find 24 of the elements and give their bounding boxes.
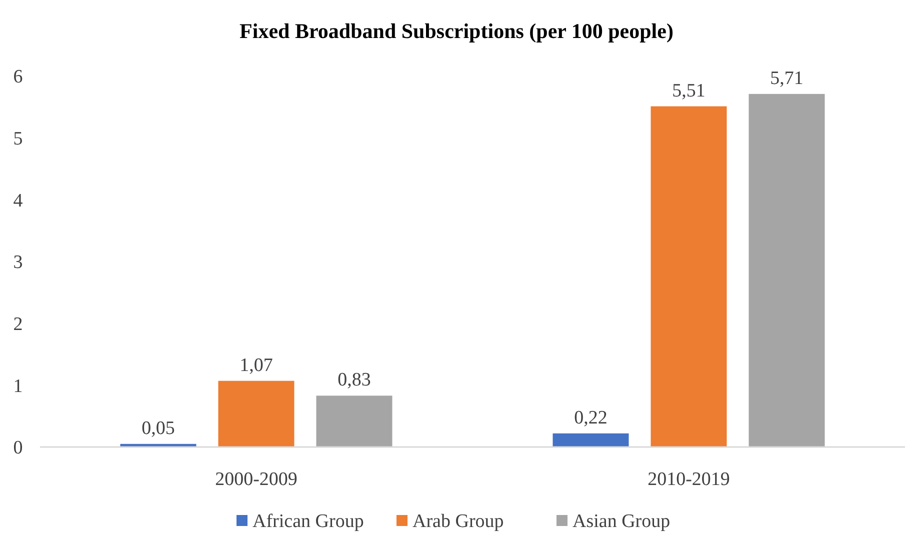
y-tick-label: 0 [13, 438, 23, 459]
data-label: 5,71 [770, 68, 804, 89]
bar [552, 433, 629, 447]
data-label: 0,83 [338, 370, 371, 391]
data-label: 5,51 [672, 80, 706, 102]
x-tick-label: 2000-2009 [215, 469, 298, 490]
y-tick-label: 1 [13, 376, 23, 397]
y-tick-label: 3 [13, 252, 23, 274]
bar [650, 106, 727, 447]
legend-label: African Group [252, 511, 364, 532]
x-tick-label: 2010-2019 [648, 469, 730, 490]
chart-title: Fixed Broadband Subscriptions (per 100 people) [240, 19, 674, 43]
y-tick-label: 4 [13, 190, 24, 212]
y-tick-label: 6 [13, 66, 23, 88]
bar [748, 94, 825, 447]
bar [316, 396, 392, 447]
data-label: 0,22 [574, 407, 608, 428]
legend-label: Asian Group [572, 511, 670, 532]
data-label: 1,07 [240, 354, 273, 376]
data-label: 0,05 [142, 418, 175, 439]
y-tick-label: 5 [13, 128, 23, 150]
y-tick-label: 2 [13, 314, 23, 335]
legend-label: Arab Group [412, 511, 504, 532]
bar [218, 380, 294, 447]
